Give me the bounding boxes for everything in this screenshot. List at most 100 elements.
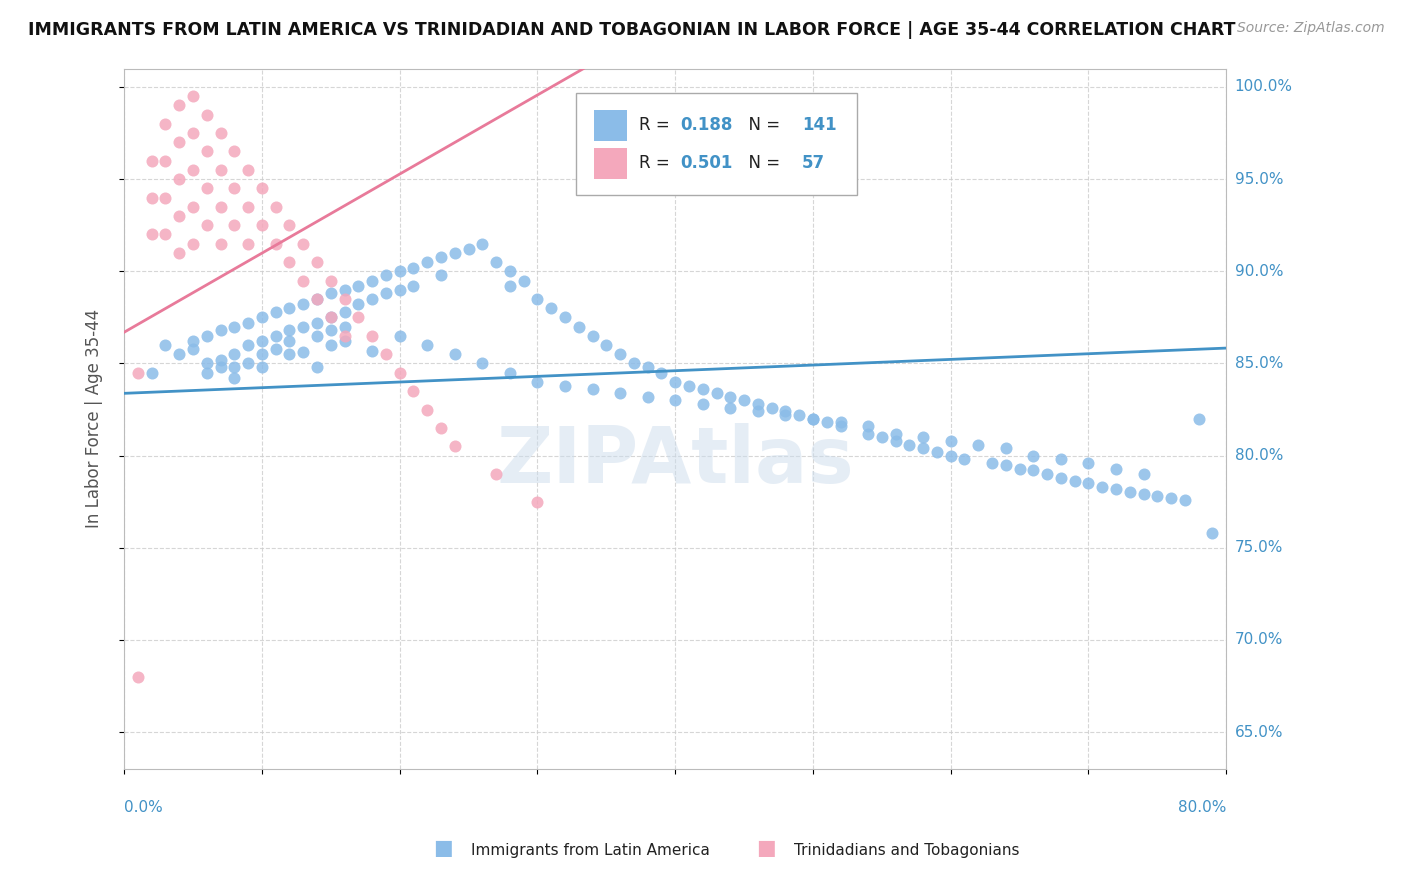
Text: ZIPAtlas: ZIPAtlas <box>496 423 853 499</box>
Point <box>623 356 645 370</box>
Point <box>141 190 163 204</box>
Point <box>361 343 384 358</box>
Point <box>388 283 411 297</box>
Point <box>526 292 548 306</box>
Point <box>195 366 218 380</box>
Point <box>209 323 232 337</box>
Point <box>471 356 494 370</box>
Point <box>388 264 411 278</box>
Point <box>1132 467 1154 481</box>
Point <box>801 411 824 425</box>
Point <box>333 292 356 306</box>
Point <box>250 310 273 325</box>
Point <box>692 397 714 411</box>
Point <box>884 426 907 441</box>
Point <box>236 162 259 177</box>
Point <box>1201 526 1223 541</box>
Point <box>1174 492 1197 507</box>
Point <box>333 305 356 319</box>
Point <box>416 338 439 352</box>
Point <box>499 264 522 278</box>
Point <box>292 297 315 311</box>
Point <box>209 162 232 177</box>
Point <box>443 439 465 453</box>
Point <box>167 172 190 186</box>
Text: R =: R = <box>638 116 675 135</box>
Point <box>953 452 976 467</box>
Point <box>167 347 190 361</box>
Point <box>402 279 425 293</box>
Text: Source: ZipAtlas.com: Source: ZipAtlas.com <box>1237 21 1385 35</box>
Point <box>747 397 769 411</box>
Point <box>305 292 328 306</box>
Point <box>374 268 396 282</box>
Point <box>1063 475 1085 489</box>
FancyBboxPatch shape <box>576 93 858 194</box>
Point <box>361 273 384 287</box>
Point <box>333 319 356 334</box>
Point <box>568 319 591 334</box>
Point <box>250 347 273 361</box>
Point <box>319 286 342 301</box>
Point <box>141 153 163 168</box>
Point <box>250 334 273 349</box>
Point <box>787 408 810 422</box>
Text: N =: N = <box>738 116 786 135</box>
Point <box>830 416 852 430</box>
Text: 141: 141 <box>801 116 837 135</box>
Point <box>209 200 232 214</box>
Text: 65.0%: 65.0% <box>1234 724 1284 739</box>
Point <box>195 107 218 121</box>
Text: ■: ■ <box>756 838 776 858</box>
Point <box>1036 467 1059 481</box>
Point <box>388 328 411 343</box>
Point <box>195 145 218 159</box>
Point <box>181 200 204 214</box>
Point <box>1077 456 1099 470</box>
Point <box>443 245 465 260</box>
Point <box>1119 485 1142 500</box>
Point <box>884 434 907 448</box>
Point <box>925 445 948 459</box>
Point <box>333 283 356 297</box>
Point <box>209 352 232 367</box>
Point <box>278 334 301 349</box>
Point <box>1146 489 1168 503</box>
Point <box>319 323 342 337</box>
Point <box>994 458 1017 472</box>
Point <box>236 356 259 370</box>
Point <box>224 181 246 195</box>
Point <box>733 393 755 408</box>
Point <box>499 366 522 380</box>
Point <box>224 371 246 385</box>
Point <box>830 419 852 434</box>
Point <box>526 375 548 389</box>
Text: 80.0%: 80.0% <box>1178 799 1226 814</box>
Point <box>471 236 494 251</box>
Text: 0.501: 0.501 <box>681 154 733 172</box>
Point <box>305 255 328 269</box>
Point <box>305 292 328 306</box>
Point <box>127 670 149 684</box>
FancyBboxPatch shape <box>593 148 627 179</box>
Point <box>347 310 370 325</box>
Point <box>250 181 273 195</box>
Point <box>939 449 962 463</box>
Point <box>278 218 301 232</box>
Text: ■: ■ <box>433 838 453 858</box>
Point <box>181 342 204 356</box>
Point <box>305 328 328 343</box>
Point <box>127 366 149 380</box>
Point <box>181 126 204 140</box>
Point <box>706 386 728 401</box>
Point <box>195 181 218 195</box>
Point <box>319 310 342 325</box>
Point <box>775 404 797 418</box>
Point <box>292 319 315 334</box>
Point <box>374 286 396 301</box>
Point <box>692 382 714 396</box>
Point <box>141 366 163 380</box>
Point <box>181 236 204 251</box>
Point <box>209 126 232 140</box>
Point <box>1160 491 1182 505</box>
